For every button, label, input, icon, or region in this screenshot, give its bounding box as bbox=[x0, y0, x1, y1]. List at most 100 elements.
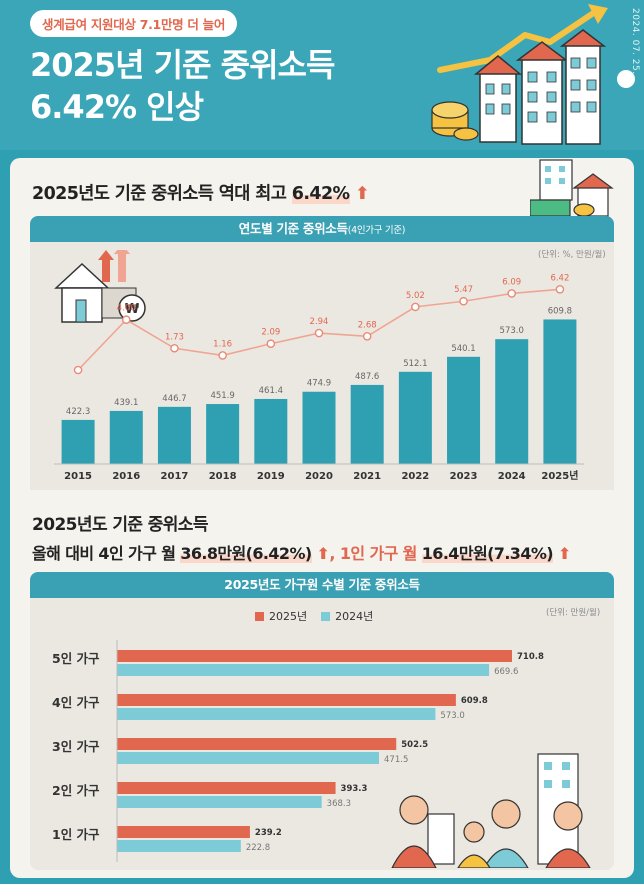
section2-line-d: 16.4만원(7.34%) bbox=[421, 544, 554, 563]
bar-2025년 bbox=[543, 319, 577, 464]
bar-2021 bbox=[350, 384, 384, 464]
x-tick-2023: 2023 bbox=[450, 471, 478, 482]
bar-label-2016: 439.1 bbox=[114, 398, 138, 408]
category-label-3: 2인 가구 bbox=[52, 783, 100, 798]
rate-label-2016: 4.00 bbox=[117, 304, 136, 314]
headline-line2: 6.42% 인상 bbox=[30, 88, 204, 126]
rate-point-2025년 bbox=[555, 284, 565, 294]
up-arrow-icon: ⬆ bbox=[355, 184, 370, 204]
bar-2024-0 bbox=[117, 664, 490, 676]
yearly-chart-unit: (단위: %, 만원/월) bbox=[538, 250, 606, 260]
family-illustration bbox=[391, 753, 591, 868]
x-tick-2022: 2022 bbox=[401, 471, 429, 482]
bar-label-2015: 422.3 bbox=[66, 407, 90, 417]
bar-2025-label-2: 502.5 bbox=[401, 740, 428, 750]
buildings-growth-illustration bbox=[431, 4, 608, 145]
rate-label-2021: 2.68 bbox=[358, 320, 377, 330]
household-chart-ribbon: 2025년도 가구원 수별 기준 중위소득 bbox=[30, 572, 614, 598]
rate-point-2018 bbox=[218, 351, 227, 360]
bar-2025-label-3: 393.3 bbox=[341, 784, 368, 794]
bar-2025-1 bbox=[117, 694, 456, 706]
bar-2024 bbox=[495, 339, 529, 464]
bar-2025-0 bbox=[117, 650, 512, 662]
bar-2019 bbox=[254, 398, 288, 464]
rate-label-2023: 5.47 bbox=[454, 285, 473, 295]
house-money-icon: ₩ bbox=[54, 250, 146, 323]
section1-title: 2025년도 기준 중위소득 역대 최고 6.42% ⬆ bbox=[32, 180, 370, 205]
legend-swatch-2025 bbox=[255, 612, 264, 621]
rate-point-2023 bbox=[459, 296, 468, 306]
rate-point-2017 bbox=[170, 343, 179, 353]
legend-swatch-2024 bbox=[321, 612, 331, 621]
svg-text:₩: ₩ bbox=[125, 302, 140, 317]
section1-title-text: 2025년도 기준 중위소득 역대 최고 bbox=[32, 184, 292, 204]
bar-2025-4 bbox=[117, 826, 250, 838]
section2-title: 2025년도 기준 중위소득 bbox=[32, 515, 208, 535]
rate-label-2024: 6.09 bbox=[502, 277, 521, 287]
bar-label-2024: 573.0 bbox=[500, 326, 524, 336]
bar-2024-label-4: 222.8 bbox=[246, 843, 270, 853]
section2-line-c: ⬆, 1인 가구 월 bbox=[311, 544, 422, 563]
headline-line1: 2025년 기준 중위소득 bbox=[30, 46, 335, 84]
rate-label-2018: 1.16 bbox=[213, 339, 232, 349]
bar-2024-1 bbox=[117, 708, 436, 720]
rate-point-2022 bbox=[411, 302, 420, 312]
bar-label-2018: 451.9 bbox=[210, 391, 234, 401]
bar-label-2022: 512.1 bbox=[403, 359, 427, 369]
bar-label-2019: 461.4 bbox=[259, 386, 283, 396]
rate-point-2024 bbox=[507, 289, 517, 298]
rate-point-2016 bbox=[121, 315, 131, 325]
bar-2024-label-3: 368.3 bbox=[327, 799, 351, 809]
bar-2024-label-0: 669.6 bbox=[494, 667, 518, 677]
bar-2024-label-2: 471.5 bbox=[384, 755, 408, 765]
rate-label-2022: 5.02 bbox=[406, 291, 425, 301]
x-tick-2015: 2015 bbox=[64, 471, 92, 482]
header-tag: 생계급여 지원대상 7.1만명 더 늘어 bbox=[30, 10, 238, 37]
bar-2024-2 bbox=[117, 752, 380, 764]
bar-label-2017: 446.7 bbox=[162, 394, 186, 404]
household-chart-area bbox=[30, 598, 614, 870]
section2-subtitle: 올해 대비 4인 가구 월 36.8만원(6.42%) ⬆, 1인 가구 월 1… bbox=[32, 540, 571, 564]
bar-label-2021: 487.6 bbox=[355, 372, 379, 382]
bar-2020 bbox=[302, 391, 336, 464]
rate-label-2019: 2.09 bbox=[261, 328, 280, 338]
bar-2016 bbox=[109, 410, 143, 464]
section2-line-e: ⬆ bbox=[553, 544, 571, 563]
header: 생계급여 지원대상 7.1만명 더 늘어 2025년 기준 중위소득 6.42%… bbox=[0, 0, 644, 150]
household-chart-legend: 2025년 2024년 bbox=[255, 608, 373, 624]
bar-2024-label-1: 573.0 bbox=[440, 711, 464, 721]
rate-label-2017: 1.73 bbox=[165, 332, 184, 342]
x-tick-2024: 2024 bbox=[498, 471, 526, 482]
legend-label-2025: 2025년 bbox=[269, 610, 308, 623]
x-tick-2021: 2021 bbox=[353, 471, 381, 482]
rate-label-2020: 2.94 bbox=[310, 317, 329, 327]
bar-2025-label-0: 710.8 bbox=[517, 652, 544, 662]
rate-point-2015 bbox=[73, 365, 83, 375]
section1-title-highlight: 6.42% bbox=[291, 184, 350, 204]
category-label-4: 1인 가구 bbox=[52, 827, 100, 842]
x-tick-2018: 2018 bbox=[209, 471, 237, 482]
household-chart-unit: (단위: 만원/월) bbox=[546, 608, 601, 618]
yearly-ribbon-main: 연도별 기준 중위소득 bbox=[238, 221, 348, 236]
bar-2018 bbox=[206, 404, 240, 464]
rate-point-2019 bbox=[266, 339, 276, 349]
legend-label-2024: 2024년 bbox=[335, 610, 374, 623]
bar-2025-label-1: 609.8 bbox=[461, 696, 488, 706]
x-tick-2019: 2019 bbox=[257, 471, 285, 482]
category-label-0: 5인 가구 bbox=[52, 651, 100, 666]
category-label-1: 4인 가구 bbox=[52, 695, 100, 710]
x-tick-2025년: 2025년 bbox=[541, 469, 578, 482]
bar-2023 bbox=[447, 356, 481, 464]
bar-label-2025년: 609.8 bbox=[548, 306, 572, 316]
bar-2024-4 bbox=[117, 840, 241, 852]
bar-label-2023: 540.1 bbox=[451, 344, 475, 354]
bar-2024-3 bbox=[117, 796, 322, 808]
x-tick-2016: 2016 bbox=[112, 471, 140, 482]
category-label-2: 3인 가구 bbox=[52, 739, 100, 754]
bar-2025-3 bbox=[117, 782, 336, 794]
publish-date: 2024. 07. 25. bbox=[630, 8, 640, 75]
section2-line-b: 36.8만원(6.42%) bbox=[180, 544, 312, 563]
rate-point-2021 bbox=[362, 332, 372, 341]
